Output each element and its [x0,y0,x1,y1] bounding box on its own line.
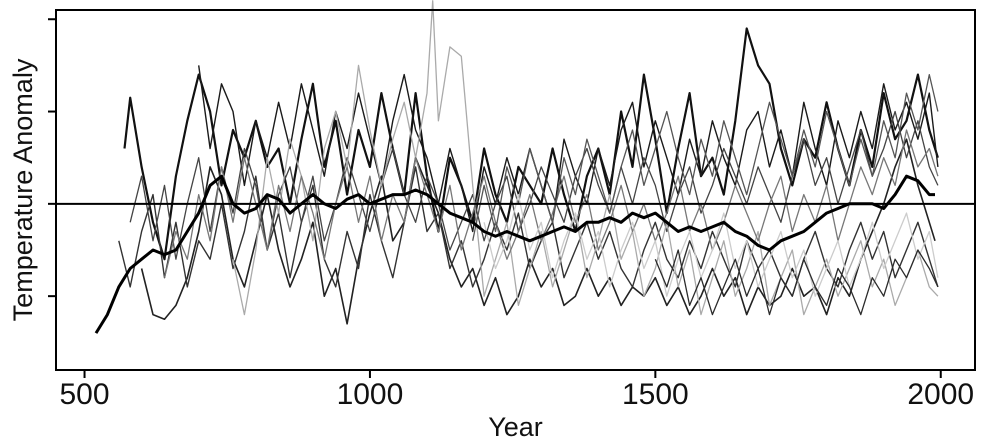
y-axis [48,18,56,298]
x-axis-label: Year [488,412,543,442]
series-line-1 [94,174,935,334]
series-line-7 [232,0,939,316]
x-tick-label: 2000 [907,378,974,411]
plot-frame [55,9,976,371]
x-tick-label: 1000 [337,378,404,411]
series-line-10 [483,193,939,297]
x-tick-label: 500 [60,378,110,411]
series-line-11 [654,249,939,316]
y-axis-label: Temperature Anomaly [8,58,38,321]
series-line-9 [472,73,939,241]
series-line-3 [140,138,936,325]
series-line-4 [118,166,939,297]
series-line-8 [163,129,939,278]
x-tick-label: 1500 [622,378,689,411]
series-layer [94,0,939,334]
x-axis: 500 1000 1500 2000 [60,370,974,411]
series-line-6 [129,110,939,260]
